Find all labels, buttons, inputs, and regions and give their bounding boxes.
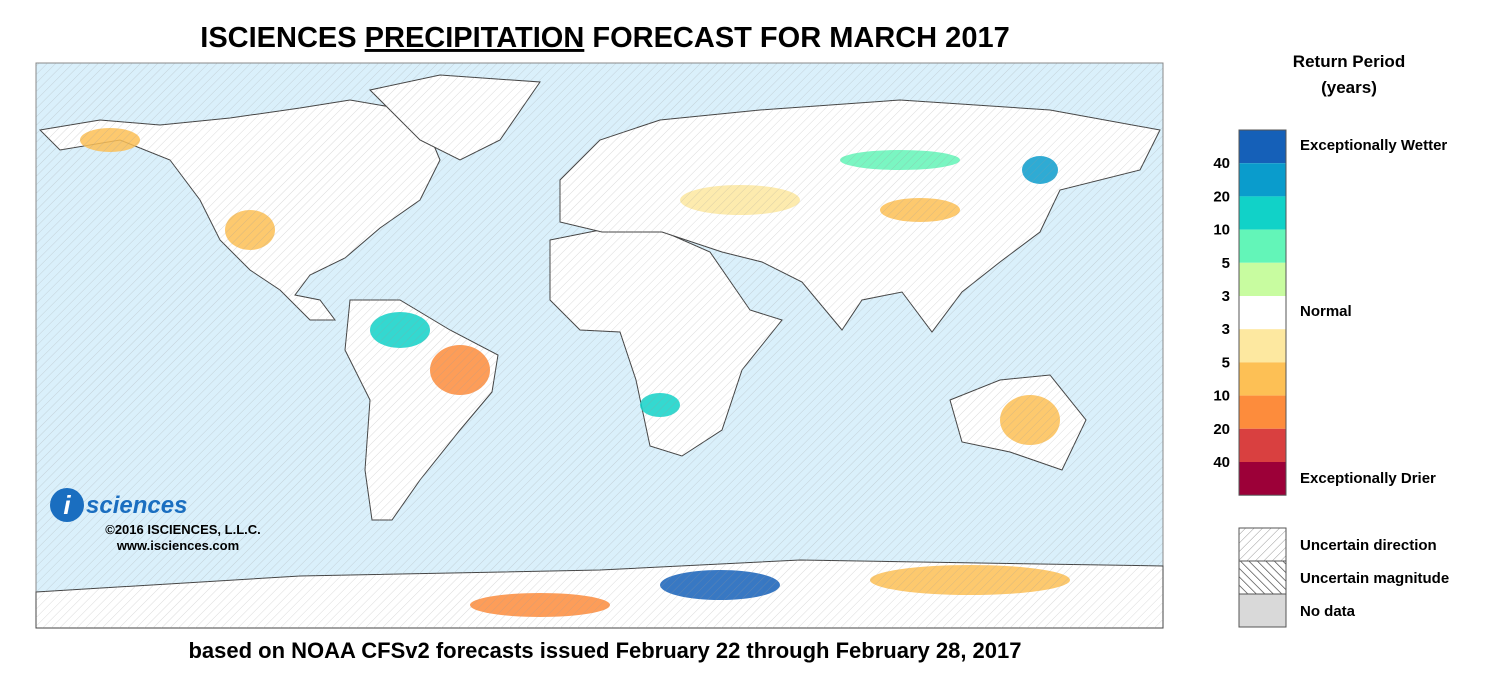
legend-swatch — [1239, 229, 1286, 263]
legend-tick: 10 — [1213, 222, 1230, 239]
normal-label: Normal — [1300, 303, 1352, 320]
legend-frame — [1238, 129, 1287, 496]
legend-swatch — [1239, 395, 1286, 429]
legend-swatch — [1239, 262, 1286, 296]
logo-mark: i — [63, 490, 71, 520]
legend-unit: (years) — [1321, 78, 1377, 97]
subtitle: based on NOAA CFSv2 forecasts issued Feb… — [188, 638, 1021, 663]
url: www.isciences.com — [116, 538, 239, 553]
legend-tick: 5 — [1222, 255, 1230, 272]
legend-swatch — [1239, 428, 1286, 462]
pattern-swatch — [1238, 593, 1287, 628]
legend-tick: 10 — [1213, 388, 1230, 405]
legend-tick: 40 — [1213, 454, 1230, 471]
pattern-label: Uncertain magnitude — [1300, 570, 1449, 587]
logo-name: sciences — [86, 492, 187, 519]
legend-swatch — [1239, 163, 1286, 197]
pattern-swatch — [1238, 560, 1287, 595]
map — [35, 62, 1164, 629]
wetter-label: Exceptionally Wetter — [1300, 137, 1447, 154]
pattern-label: Uncertain direction — [1300, 537, 1437, 554]
legend-tick: 5 — [1222, 354, 1230, 371]
title: ISCIENCES PRECIPITATION FORECAST FOR MAR… — [200, 22, 1009, 54]
copyright: ©2016 ISCIENCES, L.L.C. — [105, 522, 261, 537]
logo-circle — [50, 488, 84, 522]
pattern-swatch — [1238, 527, 1287, 562]
legend-tick: 3 — [1222, 321, 1230, 338]
title-part: FORECAST FOR MARCH 2017 — [584, 22, 1009, 54]
legend-tick: 20 — [1213, 421, 1230, 438]
legend-tick: 40 — [1213, 155, 1230, 172]
drier-label: Exceptionally Drier — [1300, 470, 1436, 487]
legend-tick: 20 — [1213, 188, 1230, 205]
legend-swatch — [1239, 196, 1286, 230]
legend-swatch — [1239, 462, 1286, 496]
legend-title: Return Period — [1293, 52, 1405, 71]
legend: Return Period (years) Exceptionally Wett… — [1213, 52, 1449, 628]
legend-swatch — [1239, 329, 1286, 363]
title-part: PRECIPITATION — [365, 22, 585, 54]
logo: i sciences ©2016 ISCIENCES, L.L.C. www.i… — [50, 488, 261, 553]
legend-swatch — [1239, 296, 1286, 330]
legend-swatch — [1239, 362, 1286, 396]
legend-swatch — [1239, 130, 1286, 164]
pattern-label: No data — [1300, 603, 1356, 620]
legend-tick: 3 — [1222, 288, 1230, 305]
title-part: ISCIENCES — [200, 22, 364, 54]
